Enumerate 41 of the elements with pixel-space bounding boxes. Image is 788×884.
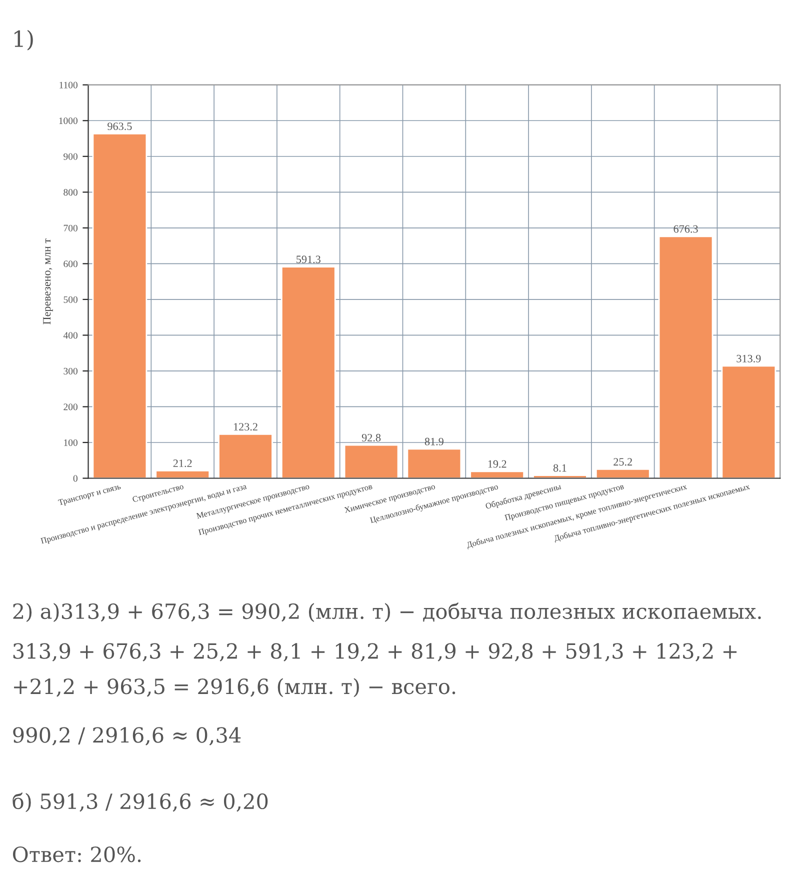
y-tick-label: 300 [64, 368, 78, 374]
data-label: 21.2 [173, 460, 192, 468]
text: 313,9 + 676,3 + 25,2 + 8,1 + 19,2 + 81,9 + 92,8 + 591,3 + 123,2 + [13, 643, 737, 662]
bar [595, 468, 650, 478]
y-tick-label: 400 [63, 332, 78, 339]
y-tick-label: 700 [64, 224, 78, 232]
bar [658, 236, 714, 478]
y-tick-label: 100 [64, 439, 78, 446]
bar [280, 266, 336, 478]
y-tick-label: 900 [64, 153, 78, 160]
data-label: 92.8 [362, 434, 381, 442]
data-label: 123.2 [234, 423, 258, 431]
chart-title: 1) [14, 30, 33, 50]
y-tick-label: 1000 [59, 118, 78, 124]
y-axis-title: Перевезено, млн т [43, 238, 53, 324]
bar [92, 132, 148, 478]
text: +21,2 + 963,5 = 2916,6 (млн. т) − всего. [14, 678, 456, 698]
data-label: 25.2 [614, 458, 632, 466]
y-tick-label: 0 [73, 475, 78, 482]
x-tick-label: Транспорт и связь [58, 483, 122, 507]
bar [470, 470, 525, 478]
bar [155, 470, 210, 478]
text: 2) а)313,9 + 676,3 = 990,2 (млн. т) − добыча полезных ископаемых. [13, 602, 761, 622]
bar [344, 444, 399, 478]
y-tick-label: 200 [64, 404, 78, 410]
y-tick-label: 500 [64, 296, 78, 303]
data-label: 8.1 [553, 464, 566, 472]
bar [218, 433, 273, 478]
bar [406, 448, 462, 478]
data-label: 313.9 [736, 354, 761, 362]
y-tick-label: 1100 [60, 82, 78, 88]
y-tick-label: 600 [64, 260, 78, 268]
data-label: 963.5 [108, 122, 132, 130]
data-label: 591.3 [296, 256, 320, 264]
y-tick-label: 800 [64, 189, 78, 196]
data-label: 19.2 [488, 460, 506, 468]
text: Ответ: 20%. [12, 846, 141, 862]
text: б) 591,3 / 2916,6 ≈ 0,20 [12, 792, 268, 812]
data-label: 81.9 [424, 438, 444, 446]
bar [721, 365, 776, 478]
text: 990,2 / 2916,6 ≈ 0,34 [13, 727, 241, 746]
